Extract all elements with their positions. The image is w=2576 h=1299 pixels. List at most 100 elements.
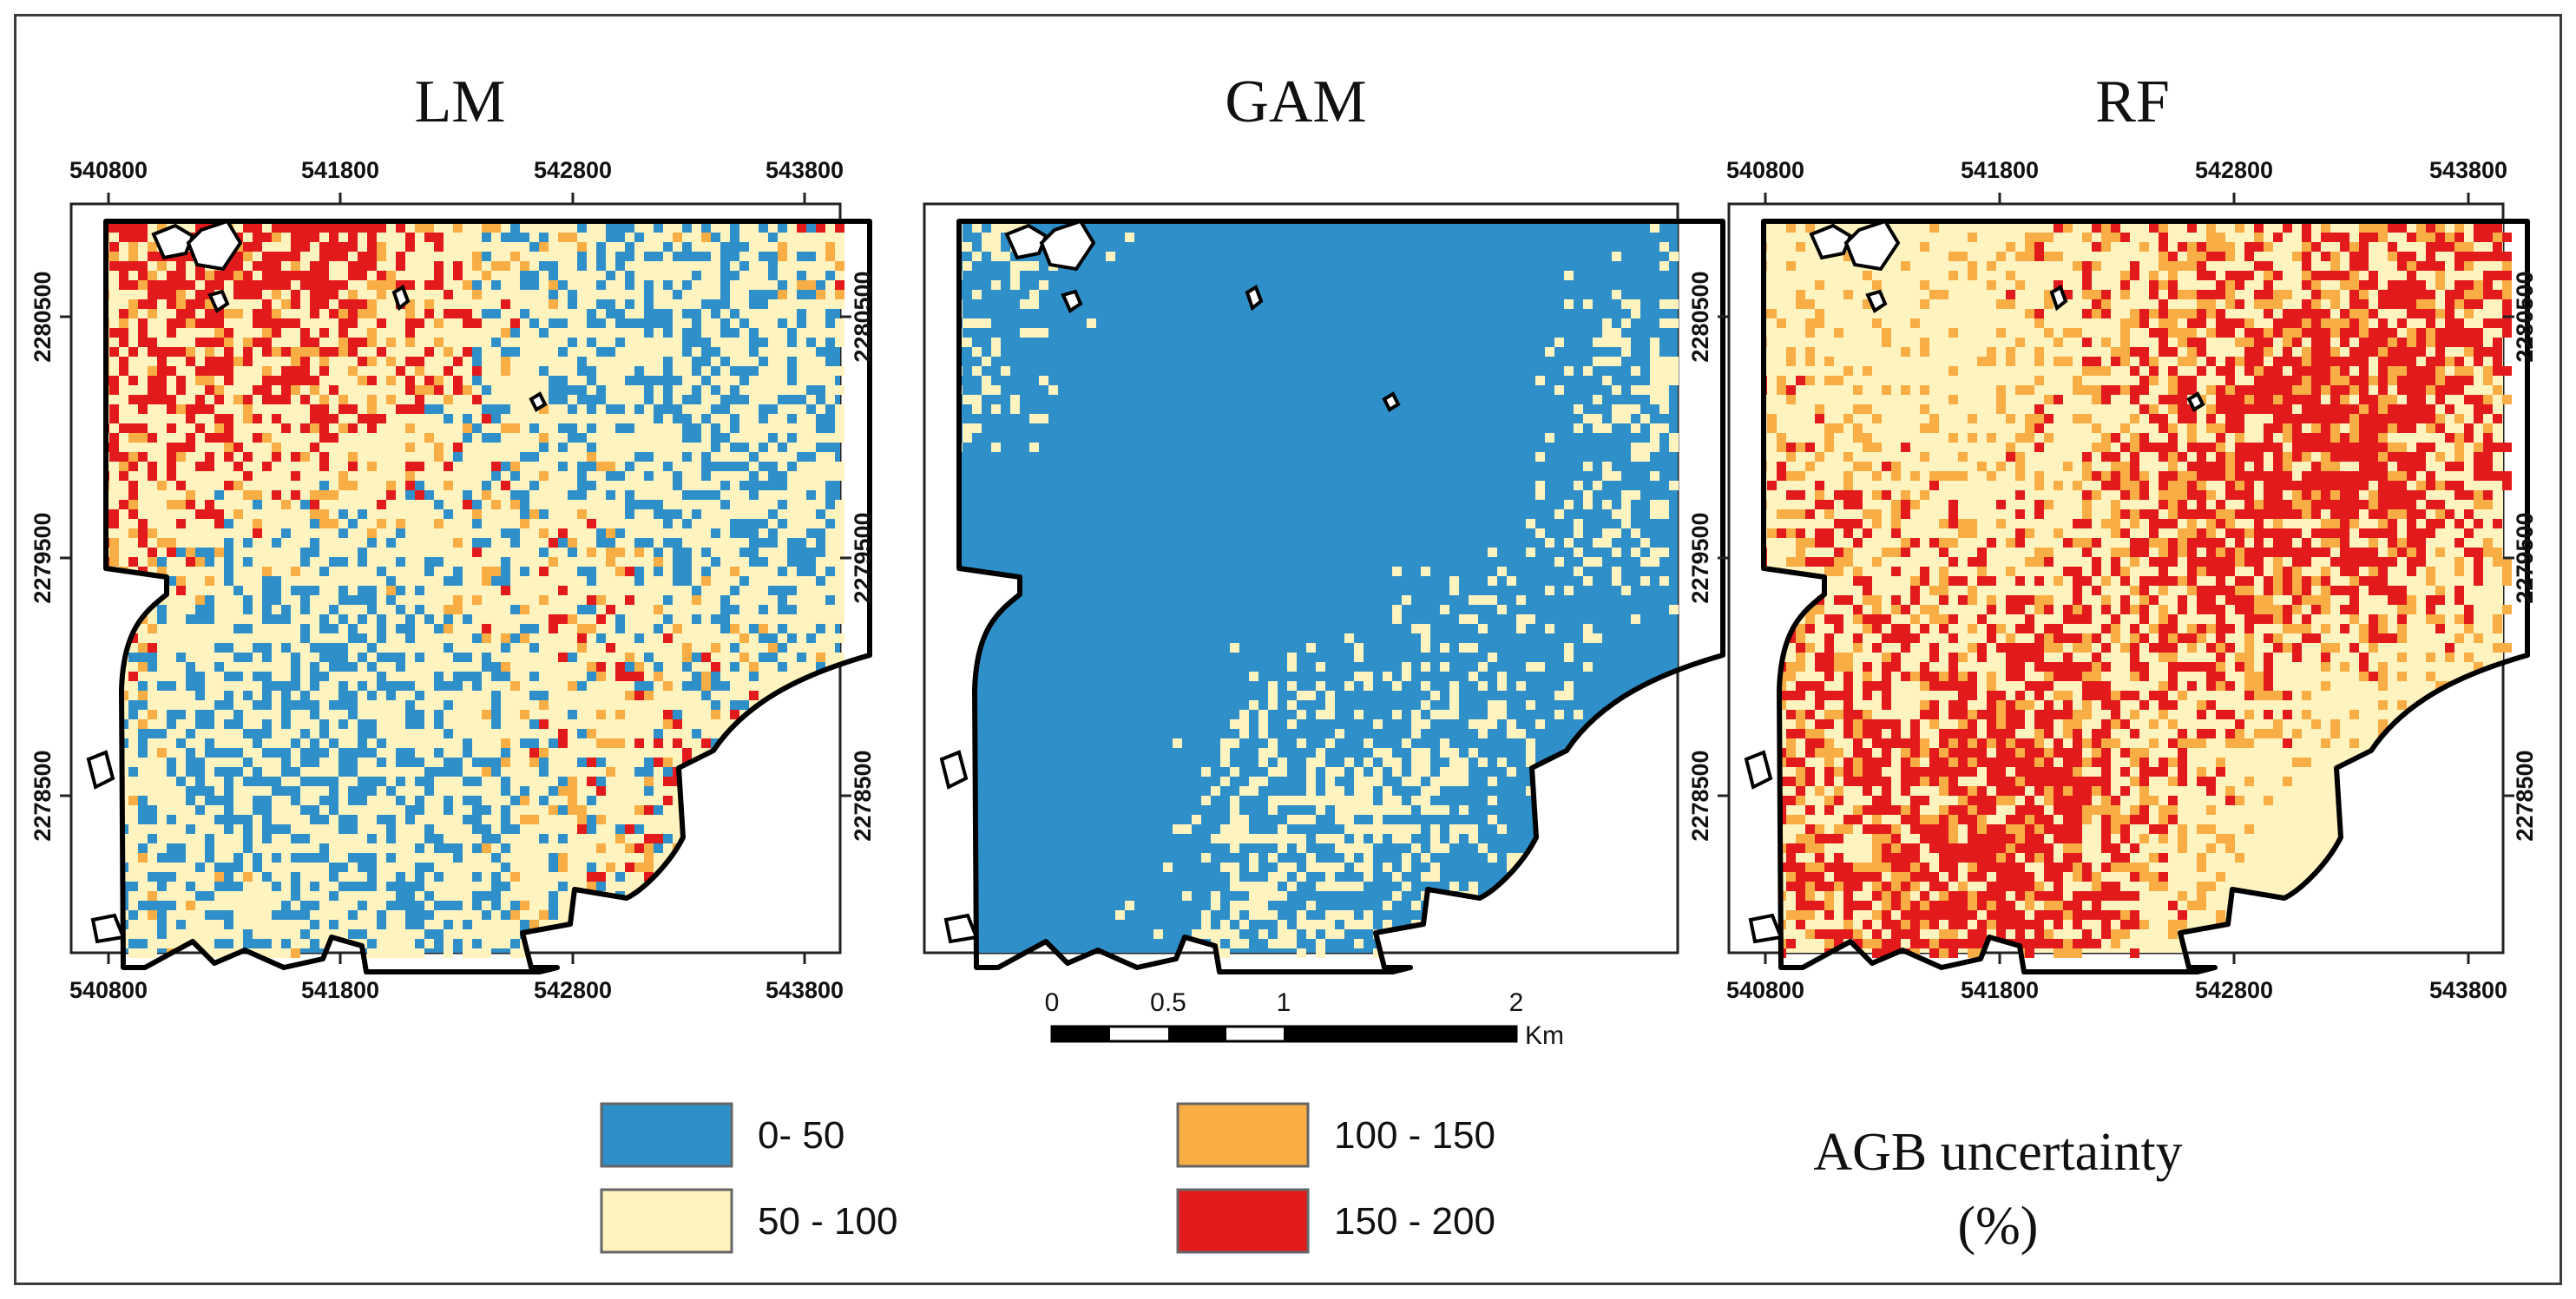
raster-cell — [329, 242, 338, 252]
raster-cell — [520, 891, 529, 901]
raster-cell — [453, 920, 463, 929]
raster-cell — [596, 376, 606, 385]
raster-cell — [233, 758, 243, 767]
raster-cell — [539, 576, 549, 586]
raster-cell — [176, 872, 186, 882]
raster-cell — [606, 376, 615, 385]
raster-cell — [606, 357, 615, 366]
raster-cell — [148, 443, 157, 452]
raster-cell — [539, 500, 549, 509]
raster-cell — [453, 729, 463, 738]
raster-cell — [577, 824, 587, 834]
raster-cell — [176, 318, 186, 328]
raster-cell — [367, 901, 377, 910]
raster-cell — [243, 872, 253, 882]
raster-cell — [157, 719, 167, 729]
raster-cell — [510, 729, 520, 738]
raster-cell — [386, 929, 396, 939]
raster-cell — [186, 452, 195, 462]
raster-cell — [338, 462, 348, 471]
raster-cell — [291, 500, 300, 509]
raster-cell — [453, 462, 463, 471]
raster-cell — [186, 433, 195, 443]
raster-cell — [558, 643, 568, 653]
raster-cell — [167, 404, 176, 414]
raster-cell — [463, 605, 472, 614]
raster-cell — [673, 815, 682, 824]
raster-cell — [549, 490, 558, 500]
raster-cell — [787, 490, 797, 500]
raster-cell — [377, 786, 386, 796]
raster-cell — [482, 462, 491, 471]
raster-cell — [148, 366, 157, 376]
raster-cell — [634, 796, 644, 805]
raster-cell — [329, 395, 338, 404]
raster-cell — [109, 338, 119, 347]
raster-cell — [720, 548, 730, 557]
raster-cell — [119, 328, 128, 338]
raster-cell — [797, 347, 806, 357]
raster-cell — [806, 462, 816, 471]
raster-cell — [463, 901, 472, 910]
raster-cell — [243, 366, 253, 376]
raster-cell — [625, 614, 634, 624]
raster-cell — [128, 404, 138, 414]
raster-cell — [281, 891, 291, 901]
raster-cell — [634, 414, 644, 423]
raster-cell — [157, 452, 167, 462]
raster-cell — [529, 633, 539, 643]
raster-cell — [606, 653, 615, 662]
raster-cell — [338, 290, 348, 299]
raster-cell — [148, 357, 157, 366]
raster-cell — [310, 318, 319, 328]
raster-cell — [253, 471, 262, 481]
raster-cell — [319, 443, 329, 452]
raster-cell — [319, 595, 329, 605]
raster-cell — [663, 815, 673, 824]
raster-cell — [157, 662, 167, 672]
raster-cell — [453, 605, 463, 614]
raster-cell — [415, 462, 424, 471]
raster-cell — [214, 548, 224, 557]
raster-cell — [577, 509, 587, 519]
raster-cell — [424, 920, 434, 929]
raster-cell — [377, 519, 386, 528]
raster-cell — [587, 758, 596, 767]
raster-cell — [377, 643, 386, 653]
raster-cell — [310, 653, 319, 662]
raster-cell — [520, 252, 529, 261]
raster-cell — [739, 490, 749, 500]
raster-cell — [243, 901, 253, 910]
raster-cell — [692, 605, 701, 614]
raster-cell — [482, 882, 491, 891]
raster-cell — [291, 929, 300, 939]
raster-cell — [415, 662, 424, 672]
raster-cell — [358, 528, 367, 538]
raster-cell — [444, 490, 453, 500]
raster-cell — [434, 805, 444, 815]
raster-cell — [825, 605, 835, 614]
raster-cell — [520, 710, 529, 719]
raster-cell — [596, 490, 606, 500]
raster-cell — [396, 462, 405, 471]
raster-cell — [835, 280, 844, 290]
raster-cell — [739, 681, 749, 691]
raster-cell — [367, 624, 377, 633]
raster-cell — [138, 404, 148, 414]
raster-cell — [587, 624, 596, 633]
raster-cell — [424, 443, 434, 452]
raster-cell — [348, 729, 358, 738]
raster-cell — [663, 500, 673, 509]
raster-cell — [606, 843, 615, 853]
raster-cell — [348, 834, 358, 843]
raster-cell — [424, 595, 434, 605]
raster-cell — [358, 414, 367, 423]
raster-cell — [711, 719, 720, 729]
raster-cell — [787, 576, 797, 586]
raster-cell — [606, 318, 615, 328]
raster-cell — [319, 452, 329, 462]
raster-cell — [539, 338, 549, 347]
raster-cell — [491, 452, 501, 462]
raster-cell — [682, 710, 692, 719]
raster-cell — [558, 357, 568, 366]
